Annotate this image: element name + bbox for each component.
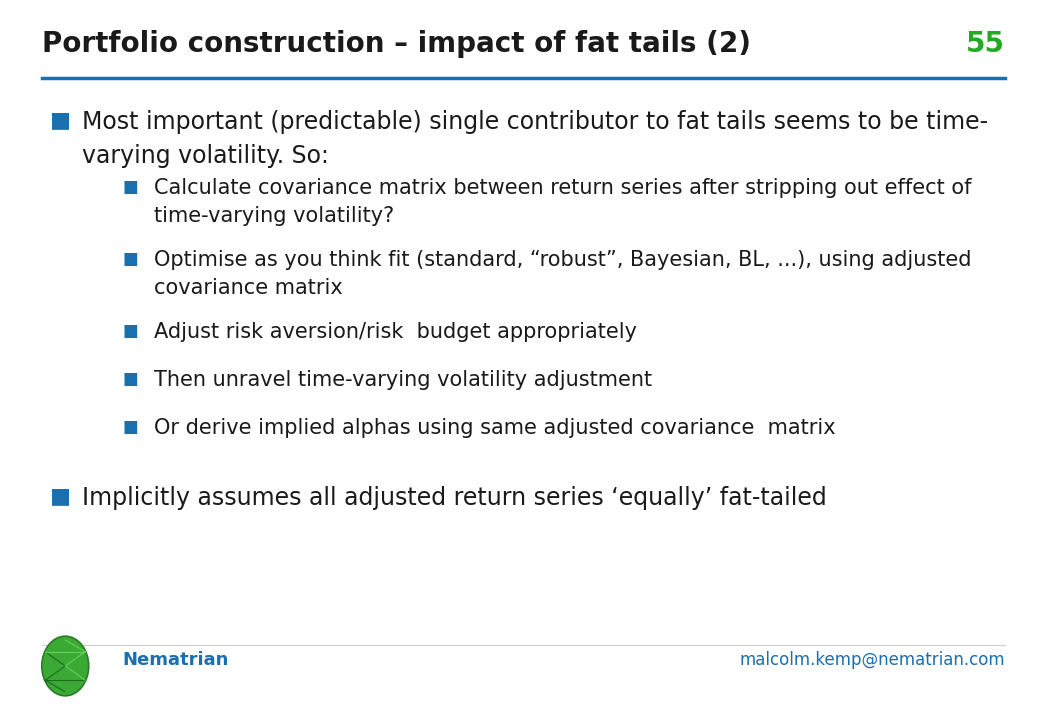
Text: ■: ■ — [50, 110, 71, 130]
Text: ■: ■ — [122, 418, 137, 436]
Text: ■: ■ — [50, 486, 71, 506]
Text: Most important (predictable) single contributor to fat tails seems to be time-
v: Most important (predictable) single cont… — [82, 110, 988, 168]
Ellipse shape — [42, 636, 88, 696]
Text: Portfolio construction – impact of fat tails (2): Portfolio construction – impact of fat t… — [42, 30, 751, 58]
Text: ■: ■ — [122, 322, 137, 340]
Text: Or derive implied alphas using same adjusted covariance  matrix: Or derive implied alphas using same adju… — [154, 418, 835, 438]
Text: Nematrian: Nematrian — [122, 651, 229, 669]
Text: Then unravel time-varying volatility adjustment: Then unravel time-varying volatility adj… — [154, 370, 652, 390]
Text: Calculate covariance matrix between return series after stripping out effect of
: Calculate covariance matrix between retu… — [154, 178, 971, 226]
Text: malcolm.kemp@nematrian.com: malcolm.kemp@nematrian.com — [739, 651, 1005, 669]
Text: Optimise as you think fit (standard, “robust”, Bayesian, BL, ...), using adjuste: Optimise as you think fit (standard, “ro… — [154, 250, 971, 298]
Text: ■: ■ — [122, 250, 137, 268]
Text: Adjust risk aversion/risk  budget appropriately: Adjust risk aversion/risk budget appropr… — [154, 322, 636, 342]
Text: 55: 55 — [966, 30, 1005, 58]
Text: Implicitly assumes all adjusted return series ‘equally’ fat-tailed: Implicitly assumes all adjusted return s… — [82, 486, 827, 510]
Text: ■: ■ — [122, 178, 137, 196]
Text: ■: ■ — [122, 370, 137, 388]
